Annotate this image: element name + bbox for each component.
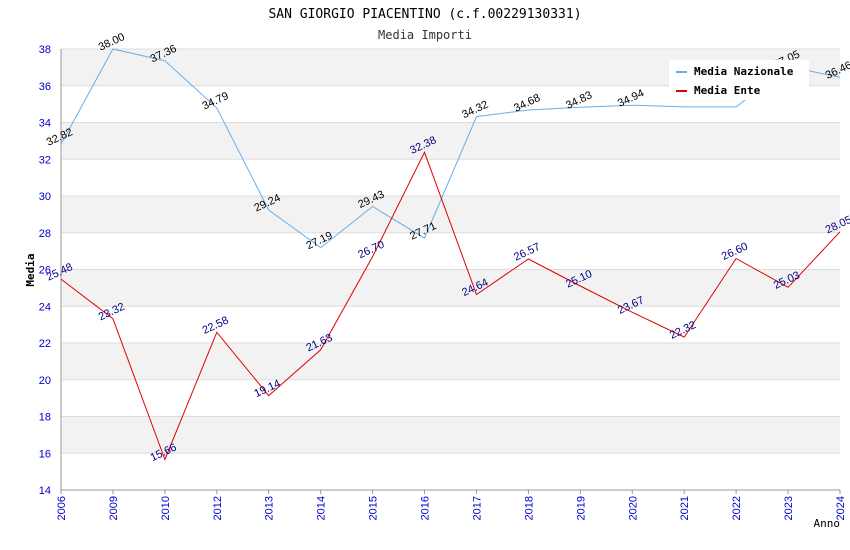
y-axis-label: Media [24,253,37,286]
axes [60,49,841,494]
data-label-nazionale: 34.79 [201,90,231,113]
x-tick-labels: 2006 2009 2010 2012 2013 2014 2015 2016 2017 2018… [56,496,847,520]
data-label-ente: 22.32 [668,319,698,342]
grid-band [61,343,840,380]
y-tick-label: 36 [39,81,51,93]
y-tick-label: 32 [39,154,51,166]
chart-subtitle: Media Importi [378,28,472,42]
y-tick-label: 26 [39,265,51,277]
grid-band [61,122,840,160]
x-tick-label: 2023 [783,496,795,520]
x-tick-label: 2022 [731,496,743,520]
chart-title: SAN GIORGIO PIACENTINO (c.f.00229130331) [268,7,581,22]
y-tick-label: 16 [39,448,51,460]
grid-band [61,269,840,307]
x-tick-label: 2018 [523,496,535,520]
grid-band [61,416,840,454]
x-tick-label: 2021 [679,496,691,520]
legend-label-ente: Media Ente [694,84,761,97]
data-label-nazionale: 34.94 [616,87,646,110]
x-tick-label: 2019 [575,496,587,520]
x-tick-label: 2014 [316,496,328,520]
series-line-nazionale [60,48,841,249]
data-label-nazionale: 34.32 [460,99,490,122]
x-tick-label: 2006 [56,496,68,520]
x-tick-label: 2017 [471,496,483,520]
y-tick-label: 24 [39,301,51,313]
y-tick-label: 18 [39,412,51,424]
x-tick-label: 2024 [835,496,847,520]
x-tick-label: 2012 [212,496,224,520]
series-line-ente [60,151,841,461]
y-tick-label: 14 [39,485,51,497]
y-tick-labels: 14 16 18 20 22 24 26 28 30 32 34 36 38 [39,44,51,497]
legend-label-nazionale: Media Nazionale [694,65,794,78]
y-tick-label: 34 [39,118,51,130]
legend: Media Nazionale Media Ente [669,60,809,100]
data-label-nazionale: 34.68 [512,92,542,115]
grid-band [61,196,840,233]
x-tick-label: 2009 [108,496,120,520]
x-tick-label: 2016 [420,496,432,520]
x-tick-label: 2013 [264,496,276,520]
y-tick-label: 20 [39,375,51,387]
x-axis-label: Anno [814,517,841,530]
y-tick-label: 30 [39,191,51,203]
x-tick-label: 2020 [627,496,639,520]
data-label-ente: 26.70 [356,239,386,262]
x-tick-label: 2015 [368,496,380,520]
y-tick-label: 38 [39,44,51,56]
data-label-ente: 22.58 [201,314,231,337]
x-tick-label: 2010 [160,496,172,520]
y-tick-label: 28 [39,228,51,240]
legend-box [669,60,809,100]
data-label-nazionale: 34.83 [564,89,594,112]
series-lines [60,48,841,461]
y-tick-label: 22 [39,338,51,350]
